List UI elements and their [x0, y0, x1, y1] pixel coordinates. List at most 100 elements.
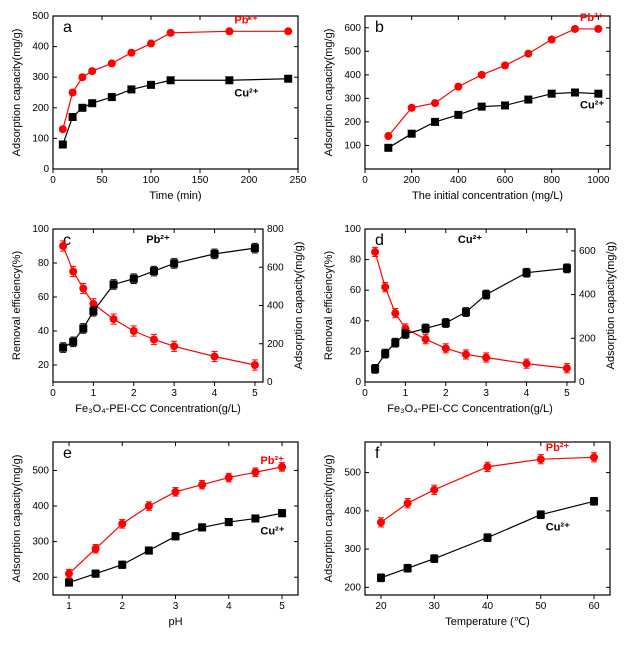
svg-text:400: 400 — [449, 175, 466, 186]
svg-text:800: 800 — [543, 175, 560, 186]
svg-text:Cu²⁺: Cu²⁺ — [234, 87, 258, 99]
svg-text:400: 400 — [344, 70, 361, 81]
svg-text:0: 0 — [362, 388, 368, 399]
svg-text:Fe₃O₄-PEI-CC Concentration(g/L: Fe₃O₄-PEI-CC Concentration(g/L) — [75, 403, 240, 415]
svg-text:1000: 1000 — [587, 175, 610, 186]
svg-text:200: 200 — [267, 339, 284, 350]
svg-text:a: a — [63, 19, 72, 36]
svg-text:600: 600 — [579, 246, 596, 257]
svg-text:Temperature (℃): Temperature (℃) — [445, 616, 530, 628]
svg-text:300: 300 — [32, 537, 49, 548]
panel-e: 1 2 3 4 5 200 300 400 500 pH Adsorption capacity(m… — [8, 434, 310, 629]
svg-text:Pb²⁺: Pb²⁺ — [234, 14, 258, 26]
svg-text:Fe₃O₄-PEI-CC Concentration(g/L: Fe₃O₄-PEI-CC Concentration(g/L) — [387, 403, 552, 415]
svg-text:Cu²⁺: Cu²⁺ — [457, 234, 481, 246]
svg-text:4: 4 — [226, 601, 232, 612]
svg-text:200: 200 — [579, 333, 596, 344]
svg-text:5: 5 — [252, 388, 258, 399]
svg-text:40: 40 — [38, 326, 50, 337]
svg-text:300: 300 — [344, 544, 361, 555]
svg-text:3: 3 — [173, 601, 179, 612]
svg-text:4: 4 — [523, 388, 529, 399]
svg-text:300: 300 — [344, 93, 361, 104]
svg-text:40: 40 — [481, 601, 493, 612]
svg-text:100: 100 — [143, 175, 160, 186]
svg-text:Pb²⁺: Pb²⁺ — [580, 12, 604, 24]
svg-text:0: 0 — [50, 175, 56, 186]
svg-text:500: 500 — [32, 11, 49, 22]
svg-text:400: 400 — [32, 42, 49, 53]
svg-text:0: 0 — [43, 164, 49, 175]
svg-text:60: 60 — [588, 601, 600, 612]
panel-b: 02004006008001000100200300400500600The i… — [320, 8, 622, 203]
panel-a: 0501001502002500100200300400500Time (min… — [8, 8, 310, 203]
svg-text:500: 500 — [344, 468, 361, 479]
svg-text:1: 1 — [66, 601, 72, 612]
svg-text:600: 600 — [496, 175, 513, 186]
svg-text:b: b — [375, 19, 384, 36]
svg-text:150: 150 — [192, 175, 209, 186]
svg-text:f: f — [375, 445, 380, 462]
svg-text:400: 400 — [32, 501, 49, 512]
svg-text:20: 20 — [349, 346, 361, 357]
svg-text:Adsorption capacity(mg/g): Adsorption capacity(mg/g) — [323, 29, 335, 157]
svg-text:5: 5 — [279, 601, 285, 612]
svg-text:2: 2 — [442, 388, 448, 399]
svg-text:Adsorption capacity(mg/g): Adsorption capacity(mg/g) — [11, 29, 23, 157]
svg-text:0: 0 — [267, 377, 273, 388]
svg-text:400: 400 — [579, 290, 596, 301]
svg-text:The initial concentration (mg/: The initial concentration (mg/L) — [411, 190, 562, 202]
svg-text:5: 5 — [564, 388, 570, 399]
svg-text:60: 60 — [349, 285, 361, 296]
svg-text:100: 100 — [344, 140, 361, 151]
svg-text:80: 80 — [349, 255, 361, 266]
svg-text:Removal efficiency(%): Removal efficiency(%) — [11, 251, 23, 360]
svg-text:200: 200 — [32, 572, 49, 583]
svg-text:Cu²⁺: Cu²⁺ — [260, 526, 284, 538]
svg-text:2: 2 — [131, 388, 137, 399]
svg-text:3: 3 — [171, 388, 177, 399]
svg-text:200: 200 — [344, 117, 361, 128]
svg-text:200: 200 — [32, 103, 49, 114]
svg-text:400: 400 — [267, 301, 284, 312]
svg-text:500: 500 — [32, 465, 49, 476]
svg-text:1: 1 — [402, 388, 408, 399]
svg-text:Adsorption capacity(mg/g): Adsorption capacity(mg/g) — [605, 242, 617, 370]
svg-text:50: 50 — [96, 175, 108, 186]
panel-f: 2030405060200300400500Temperature (℃)Ads… — [320, 434, 622, 629]
svg-text:Cu²⁺: Cu²⁺ — [580, 100, 604, 112]
svg-text:Time (min): Time (min) — [149, 190, 201, 202]
svg-text:800: 800 — [267, 224, 284, 235]
svg-text:100: 100 — [32, 224, 49, 235]
figure-grid: 0501001502002500100200300400500Time (min… — [8, 8, 621, 629]
svg-text:0: 0 — [355, 377, 361, 388]
panel-d: 0123450204060801000200400600Fe₃O₄-PEI-CC… — [320, 221, 622, 416]
svg-text:Pb²⁺: Pb²⁺ — [545, 442, 569, 454]
svg-text:pH: pH — [168, 616, 182, 628]
svg-text:Cu²⁺: Cu²⁺ — [545, 522, 569, 534]
svg-text:100: 100 — [32, 133, 49, 144]
svg-text:4: 4 — [212, 388, 218, 399]
svg-text:50: 50 — [535, 601, 547, 612]
svg-text:60: 60 — [38, 292, 50, 303]
svg-text:200: 200 — [403, 175, 420, 186]
svg-text:1: 1 — [91, 388, 97, 399]
svg-text:200: 200 — [241, 175, 258, 186]
svg-text:80: 80 — [38, 258, 50, 269]
svg-text:100: 100 — [344, 224, 361, 235]
svg-text:d: d — [375, 232, 384, 249]
svg-text:Pb²⁺: Pb²⁺ — [260, 455, 284, 467]
svg-text:2: 2 — [119, 601, 125, 612]
svg-text:Adsorption capacity(mg/g): Adsorption capacity(mg/g) — [323, 455, 335, 583]
svg-text:3: 3 — [483, 388, 489, 399]
svg-text:Adsorption capacity(mg/g): Adsorption capacity(mg/g) — [293, 242, 305, 370]
svg-text:e: e — [63, 445, 72, 462]
svg-text:500: 500 — [344, 46, 361, 57]
svg-text:Removal efficiency(%): Removal efficiency(%) — [323, 251, 335, 360]
svg-text:Adsorption capacity(mg/g): Adsorption capacity(mg/g) — [11, 455, 23, 583]
svg-text:40: 40 — [349, 316, 361, 327]
svg-text:600: 600 — [344, 23, 361, 34]
panel-c: 012345204060801000200400600800Fe₃O₄-PEI-… — [8, 221, 310, 416]
svg-text:600: 600 — [267, 262, 284, 273]
svg-text:300: 300 — [32, 72, 49, 83]
